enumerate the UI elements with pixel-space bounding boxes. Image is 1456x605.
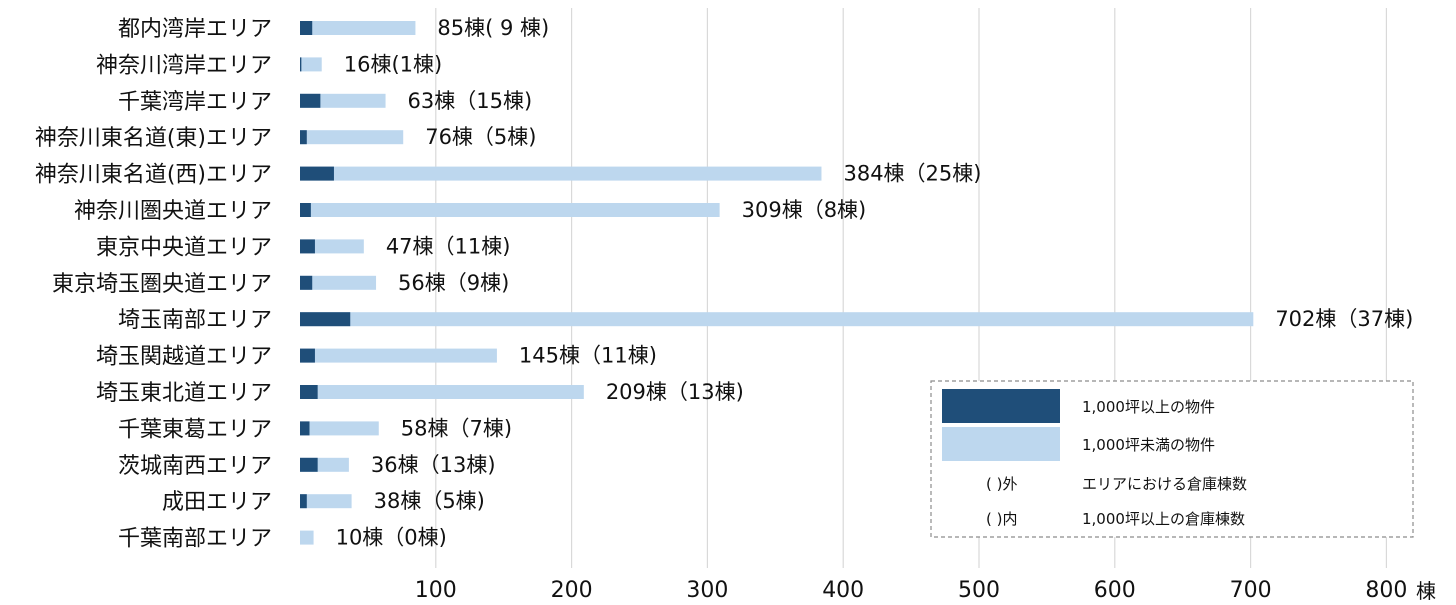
x-tick-label: 700 xyxy=(1230,578,1272,603)
bar-small-property xyxy=(300,275,377,290)
bar-small-property xyxy=(300,57,322,72)
bar-data-label: 702棟（37棟) xyxy=(1275,307,1413,331)
bars-group xyxy=(300,21,1254,545)
bar-large-property xyxy=(300,385,318,399)
bar-data-label: 56棟（9棟) xyxy=(398,271,509,295)
legend-swatch-large xyxy=(942,389,1060,423)
bar-small-property xyxy=(300,21,416,35)
bar-large-property xyxy=(300,494,307,509)
category-label: 都内湾岸エリア xyxy=(118,17,272,42)
category-label: 千葉湾岸エリア xyxy=(118,90,272,115)
bar-small-property xyxy=(300,530,314,545)
x-axis-unit-label: 棟 xyxy=(1416,579,1436,603)
grid-lines xyxy=(435,8,1388,568)
bar-data-label: 58棟（7棟) xyxy=(401,416,512,440)
bar-large-property xyxy=(300,421,310,436)
category-labels: 都内湾岸エリア神奈川湾岸エリア千葉湾岸エリア神奈川東名道(東)エリア神奈川東名道… xyxy=(35,17,272,552)
bar-data-label: 47棟（11棟) xyxy=(386,234,511,258)
bar-large-property xyxy=(300,348,315,363)
bar-small-property xyxy=(300,203,720,217)
category-label: 神奈川圏央道エリア xyxy=(74,199,272,224)
legend-desc-outside: エリアにおける倉庫棟数 xyxy=(1082,475,1247,493)
bar-small-property xyxy=(300,312,1254,327)
legend-key-inside: ( )内 xyxy=(986,510,1017,528)
bar-data-label: 384棟（25棟) xyxy=(843,162,981,186)
bar-small-property xyxy=(300,166,822,181)
x-tick-label: 400 xyxy=(822,578,864,603)
bar-small-property xyxy=(300,239,364,254)
category-label: 茨城南西エリア xyxy=(118,454,272,479)
legend-swatch-small xyxy=(942,427,1060,461)
bar-large-property xyxy=(300,203,311,217)
bar-small-property xyxy=(300,421,379,436)
category-label: 埼玉東北道エリア xyxy=(96,381,272,406)
x-tick-label: 200 xyxy=(551,578,593,603)
bar-large-property xyxy=(300,130,307,145)
legend-key-outside: ( )外 xyxy=(986,475,1017,493)
x-tick-label: 500 xyxy=(958,578,1000,603)
bar-large-property xyxy=(300,239,315,254)
bar-small-property xyxy=(300,494,352,509)
bar-large-property xyxy=(300,21,313,35)
bar-small-property xyxy=(300,385,584,399)
bar-data-label: 36棟（13棟) xyxy=(371,453,496,477)
category-label: 東京中央道エリア xyxy=(96,235,272,260)
bar-small-property xyxy=(300,348,497,363)
x-axis-tick-labels: 100 200 300 400 500 600 700 800 xyxy=(415,578,1408,603)
category-label: 神奈川湾岸エリア xyxy=(96,53,272,78)
legend: 1,000坪以上の物件 1,000坪未満の物件 ( )外 エリアにおける倉庫棟数… xyxy=(930,380,1414,538)
category-label: 東京埼玉圏央道エリア xyxy=(52,272,272,297)
bar-large-property xyxy=(300,166,334,181)
x-tick-label: 800 xyxy=(1365,578,1407,603)
x-tick-label: 600 xyxy=(1094,578,1136,603)
category-label: 千葉東葛エリア xyxy=(118,417,272,442)
category-label: 成田エリア xyxy=(162,490,272,515)
bar-large-property xyxy=(300,312,351,327)
category-label: 埼玉関越道エリア xyxy=(96,345,272,370)
legend-label-large: 1,000坪以上の物件 xyxy=(1082,398,1215,416)
bar-small-property xyxy=(300,93,386,108)
bar-data-label: 10棟（0棟) xyxy=(336,526,447,550)
bar-large-property xyxy=(300,93,321,108)
data-labels: 85棟( 9 棟) 16棟(1棟) 63棟（15棟) 76棟（5棟) 384棟（25棟)… xyxy=(336,16,1414,550)
bar-data-label: 209棟（13棟) xyxy=(606,380,744,404)
x-tick-label: 300 xyxy=(686,578,728,603)
category-label: 埼玉南部エリア xyxy=(118,308,272,333)
category-label: 神奈川東名道(西)エリア xyxy=(35,163,272,188)
bar-data-label: 309棟（8棟) xyxy=(742,198,867,222)
legend-desc-inside: 1,000坪以上の倉庫棟数 xyxy=(1082,510,1245,528)
bar-data-label: 38棟（5棟) xyxy=(374,489,485,513)
bar-data-label: 145棟（11棟) xyxy=(519,344,657,368)
category-label: 千葉南部エリア xyxy=(118,527,272,552)
bar-data-label: 16棟(1棟) xyxy=(344,52,442,76)
legend-label-small: 1,000坪未満の物件 xyxy=(1082,436,1215,454)
bar-data-label: 63棟（15棟) xyxy=(408,89,533,113)
category-label: 神奈川東名道(東)エリア xyxy=(35,126,272,151)
bar-large-property xyxy=(300,457,318,472)
bar-data-label: 85棟( 9 棟) xyxy=(437,16,549,40)
x-tick-label: 100 xyxy=(415,578,457,603)
bar-large-property xyxy=(300,57,302,72)
bar-small-property xyxy=(300,130,404,145)
bar-data-label: 76棟（5棟) xyxy=(425,125,536,149)
bar-large-property xyxy=(300,275,313,290)
